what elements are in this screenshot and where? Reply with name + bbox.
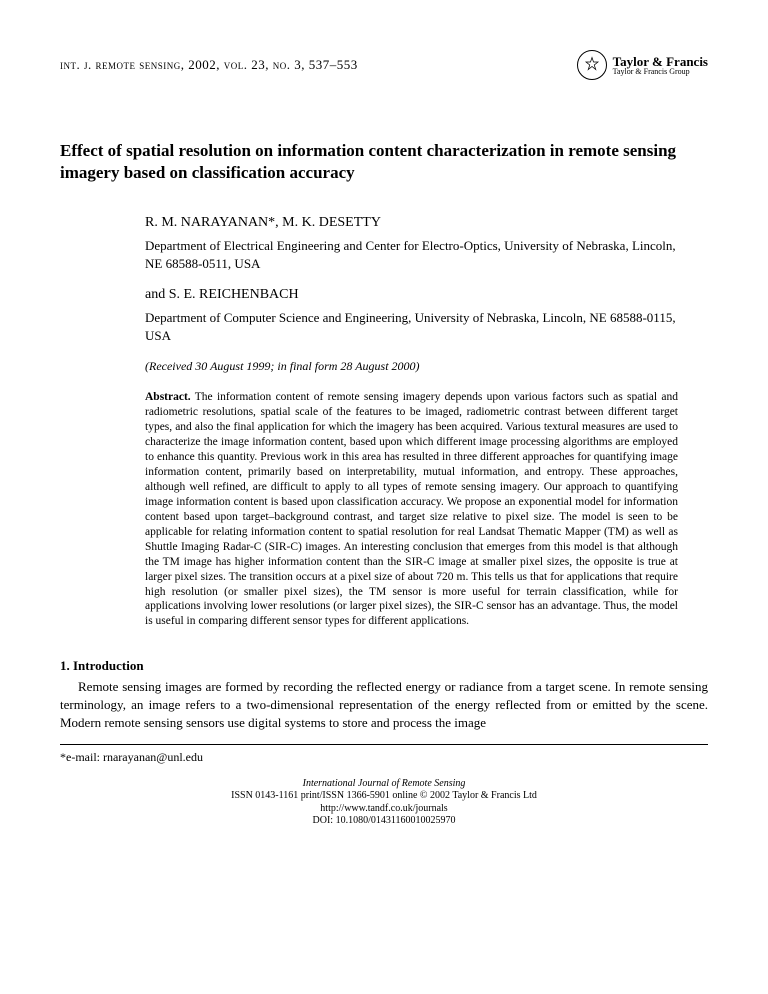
- article-title: Effect of spatial resolution on informat…: [60, 140, 708, 184]
- publisher-name: Taylor & Francis: [613, 55, 708, 68]
- corresponding-email: *e-mail: rnarayanan@unl.edu: [60, 749, 708, 765]
- abstract-text: The information content of remote sensin…: [145, 391, 678, 627]
- authors-line-1: R. M. NARAYANAN*, M. K. DESETTY: [145, 214, 678, 233]
- section-heading-1: 1. Introduction: [60, 657, 708, 675]
- journal-citation: int. j. remote sensing, 2002, vol. 23, n…: [60, 56, 358, 74]
- page-header: int. j. remote sensing, 2002, vol. 23, n…: [60, 50, 708, 80]
- body-paragraph-1: Remote sensing images are formed by reco…: [60, 678, 708, 733]
- authors-line-2: and S. E. REICHENBACH: [145, 286, 678, 305]
- abstract: Abstract. The information content of rem…: [145, 390, 678, 629]
- affiliation-1: Department of Electrical Engineering and…: [145, 237, 678, 272]
- footer-journal-title: International Journal of Remote Sensing: [60, 778, 708, 791]
- footer-issn: ISSN 0143-1161 print/ISSN 1366-5901 onli…: [60, 790, 708, 803]
- affiliation-2: Department of Computer Science and Engin…: [145, 309, 678, 344]
- publisher-text: Taylor & Francis Taylor & Francis Group: [613, 55, 708, 76]
- publisher-tagline: Taylor & Francis Group: [613, 68, 708, 76]
- page-footer: International Journal of Remote Sensing …: [60, 778, 708, 828]
- footer-url: http://www.tandf.co.uk/journals: [60, 803, 708, 816]
- footnote-rule: [60, 744, 708, 745]
- publisher-logo-icon: [577, 50, 607, 80]
- footer-doi: DOI: 10.1080/01431160010025970: [60, 815, 708, 828]
- received-dates: (Received 30 August 1999; in final form …: [145, 358, 678, 374]
- authors-block: R. M. NARAYANAN*, M. K. DESETTY Departme…: [145, 214, 678, 629]
- abstract-label: Abstract.: [145, 391, 191, 403]
- publisher-logo: Taylor & Francis Taylor & Francis Group: [577, 50, 708, 80]
